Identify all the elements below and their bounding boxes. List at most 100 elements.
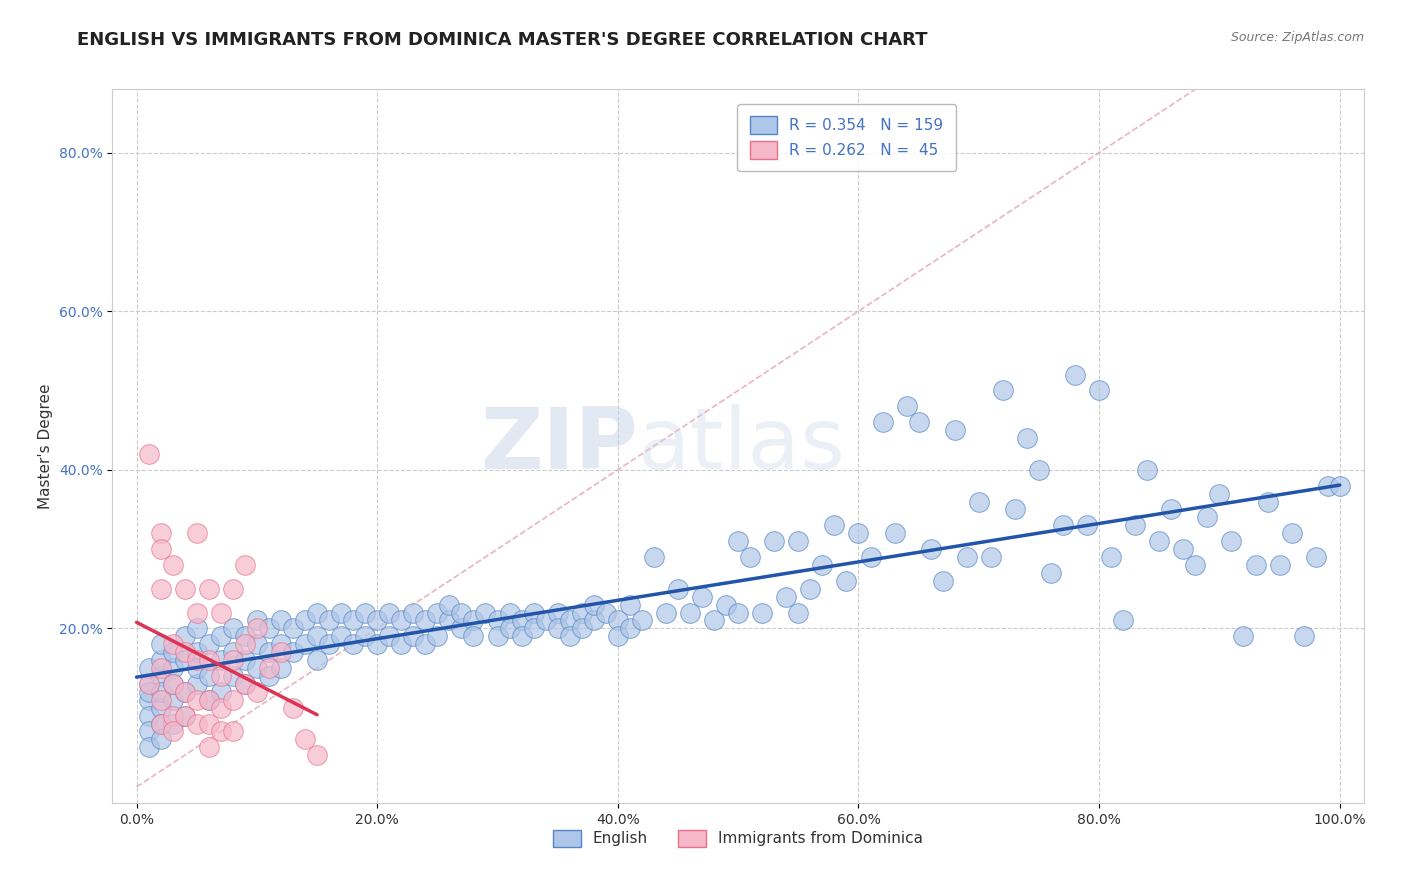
Point (1039, 566, 1063, 580)
Point (138, 692, 160, 706)
Point (149, 669, 172, 683)
Point (463, 614, 485, 628)
Point (666, 582, 689, 596)
Point (1052, 518, 1074, 533)
Point (1015, 431, 1038, 445)
Point (162, 645, 184, 659)
Point (186, 621, 208, 635)
Point (571, 621, 593, 635)
Point (138, 447, 160, 461)
Point (450, 606, 472, 620)
Point (138, 661, 160, 675)
Point (173, 629, 195, 643)
Point (149, 700, 172, 714)
Point (138, 677, 160, 691)
Point (1316, 478, 1339, 492)
Point (162, 708, 184, 723)
Point (305, 748, 328, 763)
Point (595, 606, 617, 620)
Point (149, 685, 172, 699)
Point (330, 629, 353, 643)
Point (162, 692, 184, 706)
Point (523, 621, 546, 635)
Point (246, 685, 269, 699)
Point (162, 661, 184, 675)
Point (149, 542, 172, 557)
Point (149, 661, 172, 675)
Point (281, 700, 304, 714)
Point (281, 621, 304, 635)
Point (294, 732, 316, 747)
Point (149, 716, 172, 731)
Point (222, 653, 245, 667)
Point (907, 415, 929, 429)
Point (209, 629, 232, 643)
Point (1197, 510, 1219, 524)
Point (547, 606, 569, 620)
Point (162, 724, 184, 739)
Point (257, 669, 280, 683)
Point (209, 724, 232, 739)
Point (209, 606, 232, 620)
Legend: English, Immigrants from Dominica: English, Immigrants from Dominica (541, 817, 935, 859)
Point (197, 669, 219, 683)
Point (1257, 494, 1279, 508)
Point (222, 669, 245, 683)
Point (883, 526, 905, 541)
Point (679, 606, 702, 620)
Point (197, 692, 219, 706)
Point (354, 606, 377, 620)
Point (222, 582, 245, 596)
Text: atlas: atlas (638, 404, 846, 488)
Point (173, 645, 195, 659)
Point (1064, 368, 1087, 382)
Point (233, 653, 256, 667)
Point (173, 685, 195, 699)
Point (763, 534, 786, 549)
Point (523, 606, 546, 620)
Point (463, 629, 485, 643)
Point (138, 724, 160, 739)
Point (413, 637, 436, 651)
Point (1149, 534, 1171, 549)
Point (366, 614, 388, 628)
Point (450, 621, 472, 635)
Point (318, 614, 340, 628)
Point (606, 614, 628, 628)
Point (197, 740, 219, 755)
Point (582, 598, 605, 612)
Point (1112, 614, 1135, 628)
Point (1173, 542, 1195, 557)
Point (931, 574, 953, 588)
Point (330, 606, 353, 620)
Point (222, 724, 245, 739)
Point (342, 637, 364, 651)
Point (859, 549, 882, 564)
Point (498, 606, 520, 620)
Point (872, 415, 894, 429)
Point (835, 574, 858, 588)
Text: ENGLISH VS IMMIGRANTS FROM DOMINICA MASTER'S DEGREE CORRELATION CHART: ENGLISH VS IMMIGRANTS FROM DOMINICA MAST… (77, 31, 928, 49)
Point (233, 677, 256, 691)
Point (318, 637, 340, 651)
Point (149, 637, 172, 651)
Point (294, 637, 316, 651)
Point (740, 549, 762, 564)
Point (389, 637, 412, 651)
Point (197, 582, 219, 596)
Point (281, 645, 304, 659)
Point (186, 716, 208, 731)
Point (389, 614, 412, 628)
Point (1329, 478, 1351, 492)
Point (366, 637, 388, 651)
Point (197, 692, 219, 706)
Point (149, 716, 172, 731)
Point (209, 669, 232, 683)
Point (558, 629, 581, 643)
Point (582, 614, 605, 628)
Point (138, 685, 160, 699)
Point (727, 606, 749, 620)
Point (1088, 384, 1111, 398)
Text: Source: ZipAtlas.com: Source: ZipAtlas.com (1230, 31, 1364, 45)
Point (186, 661, 208, 675)
